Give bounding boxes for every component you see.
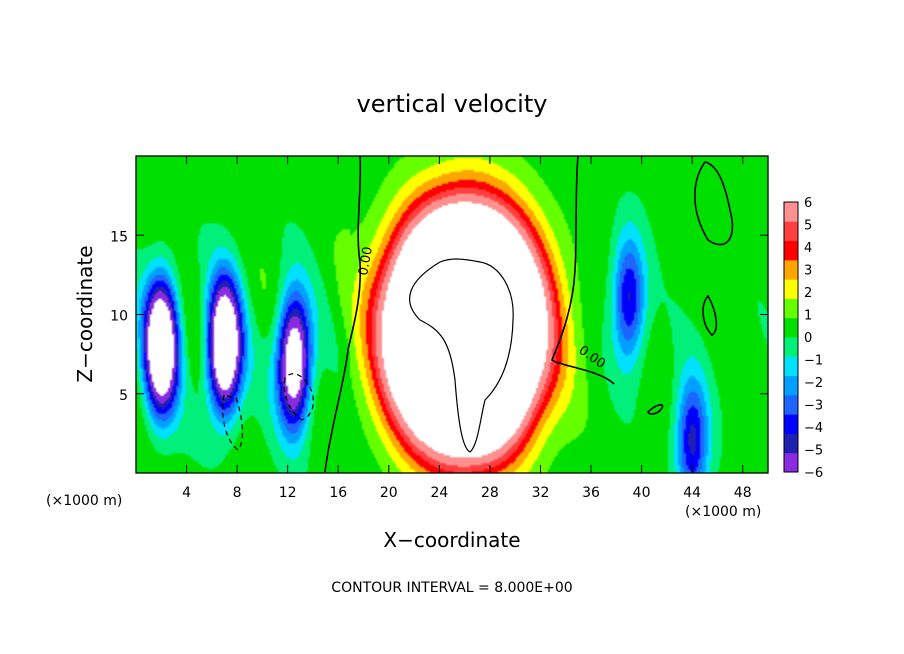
x-unit-left: (×1000 m) [46,493,122,509]
contour-lines [222,156,734,473]
colorbar-frame [783,201,799,473]
y-axis: 5 10 15 [110,229,768,404]
small-contour-1 [647,403,664,415]
x-unit-right: (×1000 m) [685,504,761,520]
updraft-core [409,258,514,453]
x-tick-label: 16 [329,485,347,501]
zero-contour-right [551,156,615,385]
velocity-field [136,156,768,473]
x-tick-label: 4 [182,485,191,501]
colorbar-swatch [784,394,798,415]
colorbar-swatch [784,433,798,454]
y-tick-label: 5 [119,388,128,404]
contour-interval-note: CONTOUR INTERVAL = 8.000E+00 [331,580,572,596]
zero-contour-left [324,156,362,473]
x-tick-label: 40 [633,485,651,501]
x-tick-label: 12 [279,485,297,501]
x-tick-label: 36 [582,485,600,501]
x-tick-label: 32 [532,485,550,501]
colorbar-tick-label: 2 [804,286,812,301]
x-axis-label: X−coordinate [383,528,520,552]
colorbar-tick-label: −1 [804,354,823,369]
colorbar-tick-label: 5 [804,219,812,234]
colorbar-swatch [784,298,798,319]
colorbar-swatch [784,317,798,338]
x-axis: 4 8 12 16 20 24 28 32 36 40 44 48 [182,156,752,501]
downdraft-contour-2 [222,394,244,451]
colorbar-swatch [784,259,798,280]
colorbar-tick-label: 4 [804,241,812,256]
colorbar-swatch [784,221,798,242]
colorbar-tick-label: 6 [804,196,812,211]
chart-title: vertical velocity [357,90,548,118]
colorbar-swatch [784,337,798,357]
x-tick-label: 48 [734,485,752,501]
colorbar-swatch [784,375,798,396]
colorbar-swatch [784,279,798,299]
x-tick-label: 8 [233,485,242,501]
small-contour-2 [702,294,718,337]
x-tick-label: 24 [430,485,448,501]
y-tick-label: 15 [110,229,128,245]
colorbar-tick-label: −3 [804,399,823,414]
x-tick-label: 20 [380,485,398,501]
x-tick-label: 28 [481,485,499,501]
colorbar-swatch [784,240,798,261]
colorbar-tick-label: −5 [804,444,823,459]
colorbar: 6 5 4 3 2 1 0 −1 −2 −3 −4 −5 −6 [783,196,823,481]
zero-contour-topright [694,161,734,246]
colorbar-tick-label: 0 [804,331,812,346]
contour-label-1: 0.00 [356,246,376,277]
x-tick-label: 44 [683,485,701,501]
plot-area: 0.00 0.00 [135,155,769,474]
y-axis-label: Z−coordinate [73,245,97,382]
y-tick-label: 10 [110,309,128,325]
colorbar-tick-label: −4 [804,421,823,436]
colorbar-swatch [784,356,798,377]
colorbar-swatch [784,452,798,473]
colorbar-tick-label: −6 [804,466,823,481]
colorbar-swatch [784,414,798,434]
colorbar-tick-label: 3 [804,264,812,279]
colorbar-swatch [784,202,798,222]
colorbar-tick-label: −2 [804,376,823,391]
colorbar-tick-label: 1 [804,309,812,324]
